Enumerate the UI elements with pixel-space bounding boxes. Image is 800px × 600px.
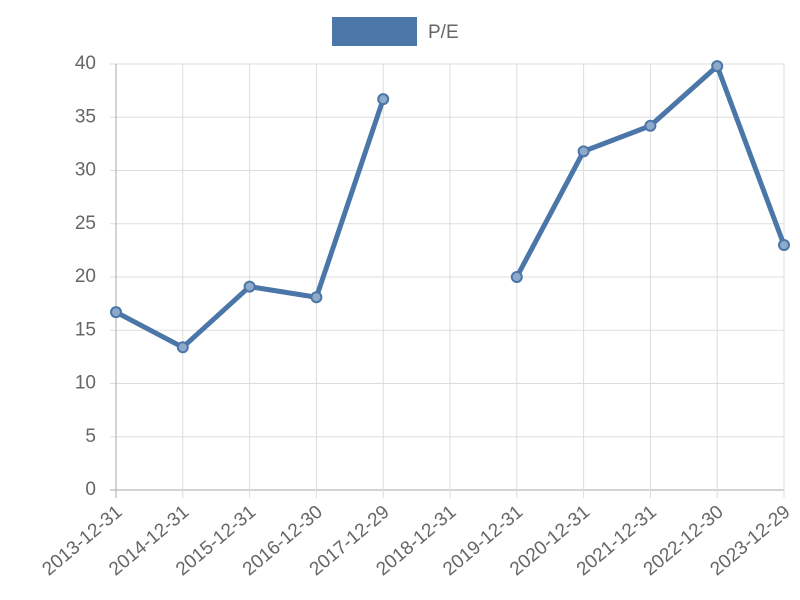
y-tick-label: 25 <box>75 213 96 234</box>
point <box>243 280 256 293</box>
legend-label: P/E <box>428 22 459 43</box>
point <box>110 306 122 319</box>
y-tick-label: 10 <box>75 373 96 394</box>
y-tick-label: 30 <box>75 160 96 181</box>
point <box>377 93 390 106</box>
point <box>577 145 590 158</box>
y-tick-label: 20 <box>75 266 96 287</box>
point <box>176 341 189 354</box>
y-tick-label: 40 <box>75 53 96 74</box>
point <box>644 119 657 132</box>
legend-swatch <box>332 17 417 46</box>
y-tick-label: 15 <box>75 319 96 340</box>
y-tick-label: 5 <box>85 426 96 447</box>
y-tick-label: 0 <box>85 479 96 500</box>
y-tick-label: 35 <box>75 106 96 127</box>
point <box>711 60 724 73</box>
point <box>510 271 523 283</box>
point <box>310 291 323 304</box>
point <box>778 239 790 252</box>
